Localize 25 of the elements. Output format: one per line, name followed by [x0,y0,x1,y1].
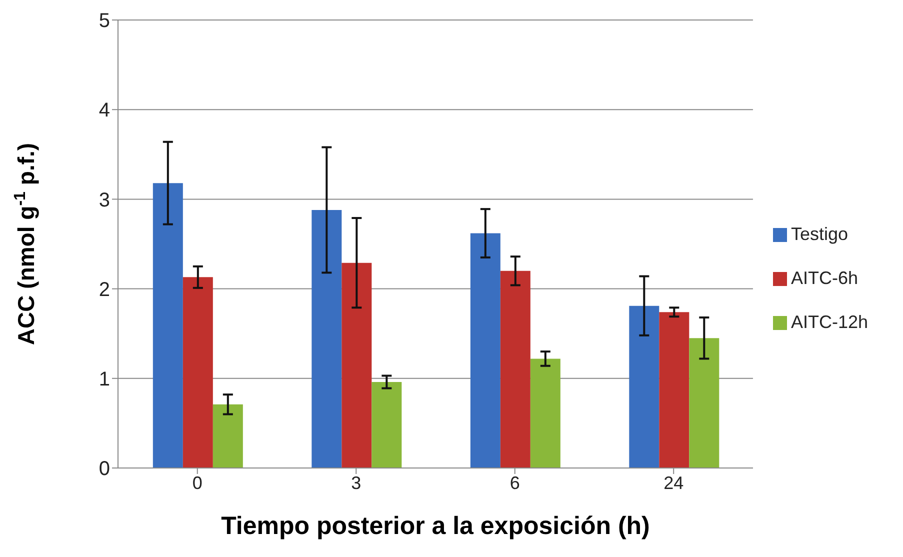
x-tick-label: 6 [510,472,520,493]
legend-label: Testigo [790,224,848,244]
bar [500,270,530,468]
bar [689,338,720,468]
legend-label: AITC-12h [790,312,868,332]
y-tick-label: 3 [98,189,110,212]
bar [530,358,560,468]
bar [372,382,402,468]
bar [629,306,660,468]
y-tick-label: 4 [98,100,110,122]
bar [342,262,372,468]
x-axis-title: Tiempo posterior a la exposición (h) [221,512,650,540]
bar [182,277,213,468]
y-tick-label: 2 [98,278,110,301]
x-tick-label: 0 [192,472,202,493]
y-tick-label: 5 [98,10,110,32]
y-tick-label: 1 [98,368,110,390]
bar [212,404,243,468]
bar [470,233,500,468]
legend-label: AITC-6h [790,268,858,288]
bar [659,312,690,468]
x-tick-label: 3 [351,472,362,493]
bar [152,183,183,468]
x-tick-label: 24 [664,472,684,493]
bar [312,210,342,468]
